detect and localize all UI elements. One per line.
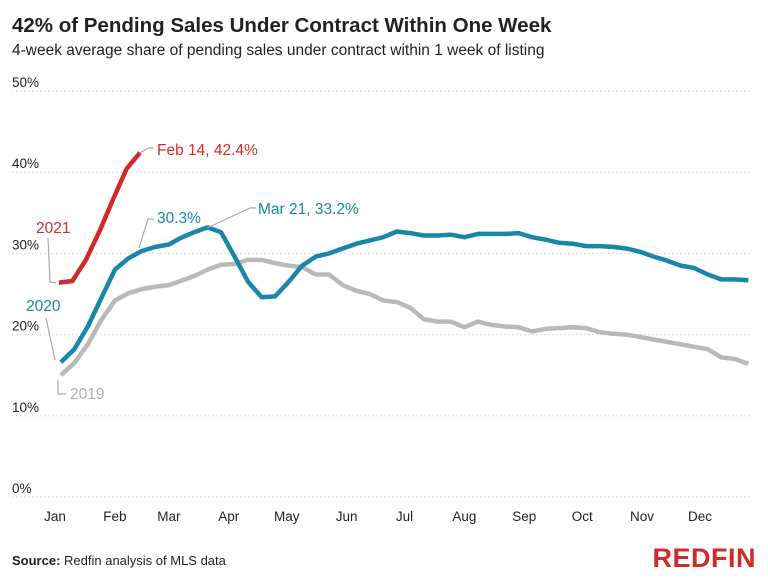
- x-tick-label: Dec: [688, 509, 712, 524]
- x-tick-label: Jul: [396, 509, 413, 524]
- leader-2021: [47, 237, 57, 284]
- series-lines: [58, 151, 750, 377]
- x-tick-label: Jan: [44, 509, 66, 524]
- y-tick-label: 10%: [12, 400, 39, 415]
- source-text: Redfin analysis of MLS data: [60, 553, 226, 568]
- annotation-blue-peak: Mar 21, 33.2%: [258, 201, 359, 218]
- x-tick-label: Jun: [336, 509, 358, 524]
- x-tick-label: May: [274, 509, 300, 524]
- redfin-logo: REDFIN: [653, 543, 757, 573]
- chart-subtitle: 4-week average share of pending sales un…: [12, 42, 544, 59]
- label-2021: 2021: [36, 220, 70, 237]
- x-tick-label: Oct: [572, 509, 593, 524]
- y-tick-label: 0%: [12, 481, 32, 496]
- y-tick-label: 30%: [12, 237, 39, 252]
- y-tick-label: 50%: [12, 75, 39, 90]
- leader-blue-feb: [138, 218, 154, 249]
- series-line-2021: [58, 151, 142, 285]
- chart-title: 42% of Pending Sales Under Contract With…: [12, 14, 552, 37]
- leader-2020: [45, 317, 56, 361]
- label-2020: 2020: [26, 298, 61, 315]
- annotation-red-peak: Feb 14, 42.4%: [157, 142, 258, 159]
- source-label: Source:: [12, 553, 60, 568]
- y-tick-label: 40%: [12, 156, 39, 171]
- label-2019: 2019: [70, 386, 104, 403]
- x-tick-label: Feb: [103, 509, 126, 524]
- x-tick-label: Nov: [630, 509, 654, 524]
- x-tick-label: Apr: [218, 509, 240, 524]
- x-tick-label: Sep: [512, 509, 536, 524]
- annotation-blue-feb: 30.3%: [157, 210, 201, 227]
- x-tick-label: Aug: [452, 509, 476, 524]
- x-axis: Jan Feb Mar Apr May Jun Jul Aug Sep Oct Nov Dec: [44, 509, 712, 524]
- x-tick-label: Mar: [157, 509, 181, 524]
- source-note: Source: Redfin analysis of MLS data: [12, 553, 227, 568]
- series-line-2020: [59, 225, 749, 364]
- leader-2019: [57, 380, 66, 395]
- leader-blue-peak: [206, 207, 256, 229]
- leader-red-peak: [139, 147, 154, 154]
- y-axis: 0% 10% 20% 30% 40% 50%: [12, 75, 39, 496]
- series-line-2019: [59, 257, 750, 377]
- y-tick-label: 20%: [12, 319, 39, 334]
